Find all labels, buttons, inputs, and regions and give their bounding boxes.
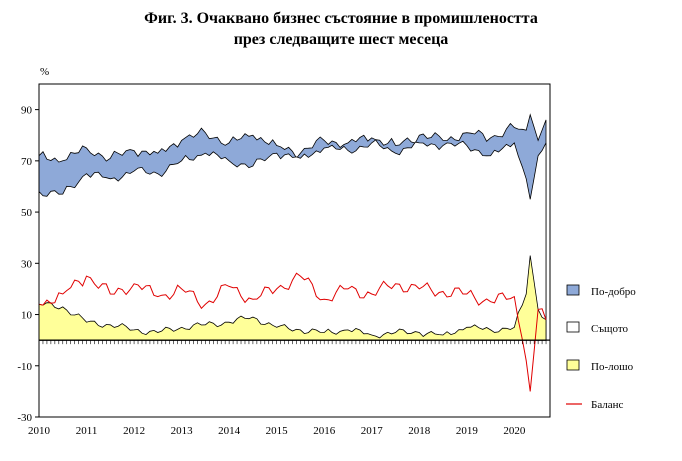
chart-title-line2: през следващите шест месеца bbox=[233, 31, 449, 48]
y-tick-label: 70 bbox=[21, 156, 33, 168]
y-tick-label: 50 bbox=[21, 207, 33, 219]
y-tick-label: 30 bbox=[21, 258, 33, 270]
legend-swatch bbox=[566, 284, 580, 296]
series-area-По-лошо bbox=[39, 255, 547, 341]
legend-label: По-лошо bbox=[591, 361, 634, 373]
legend-swatch bbox=[566, 321, 580, 333]
legend-label: Баланс bbox=[591, 399, 624, 411]
y-tick-label: -30 bbox=[17, 412, 32, 424]
chart-title-line1: Фиг. 3. Очаквано бизнес състояние в пром… bbox=[144, 10, 538, 27]
x-tick-label: 2015 bbox=[266, 425, 289, 437]
series-area-Същото bbox=[39, 139, 547, 341]
x-tick-label: 2019 bbox=[456, 425, 479, 437]
legend: По-добро Същото По-лошо Баланс bbox=[566, 284, 636, 411]
x-tick-label: 2010 bbox=[28, 425, 51, 437]
x-tick-label: 2013 bbox=[171, 425, 194, 437]
plot-frame bbox=[38, 83, 551, 418]
axes: -30 -10 10 30 50 70 90% 2010 2011 2012 2013 2014 201… bbox=[17, 66, 551, 437]
y-tick-label: 90 bbox=[21, 105, 33, 117]
plot-lines bbox=[39, 272, 547, 392]
x-tick-label: 2011 bbox=[76, 425, 98, 437]
series-line-Баланс bbox=[39, 272, 547, 392]
legend-label: По-добро bbox=[591, 286, 636, 298]
plot-areas bbox=[39, 84, 550, 417]
x-tick-label: 2017 bbox=[361, 425, 384, 437]
x-tick-label: 2020 bbox=[503, 425, 526, 437]
y-unit-label: % bbox=[40, 66, 49, 78]
legend-label: Същото bbox=[591, 323, 629, 335]
x-tick-label: 2014 bbox=[218, 425, 241, 437]
x-tick-label: 2016 bbox=[313, 425, 336, 437]
chart-title: Фиг. 3. Очаквано бизнес състояние в пром… bbox=[0, 8, 682, 50]
y-tick-label: -10 bbox=[17, 361, 32, 373]
y-tick-label: 10 bbox=[21, 310, 33, 322]
x-tick-label: 2018 bbox=[408, 425, 431, 437]
legend-swatch bbox=[566, 359, 580, 371]
x-tick-label: 2012 bbox=[123, 425, 145, 437]
